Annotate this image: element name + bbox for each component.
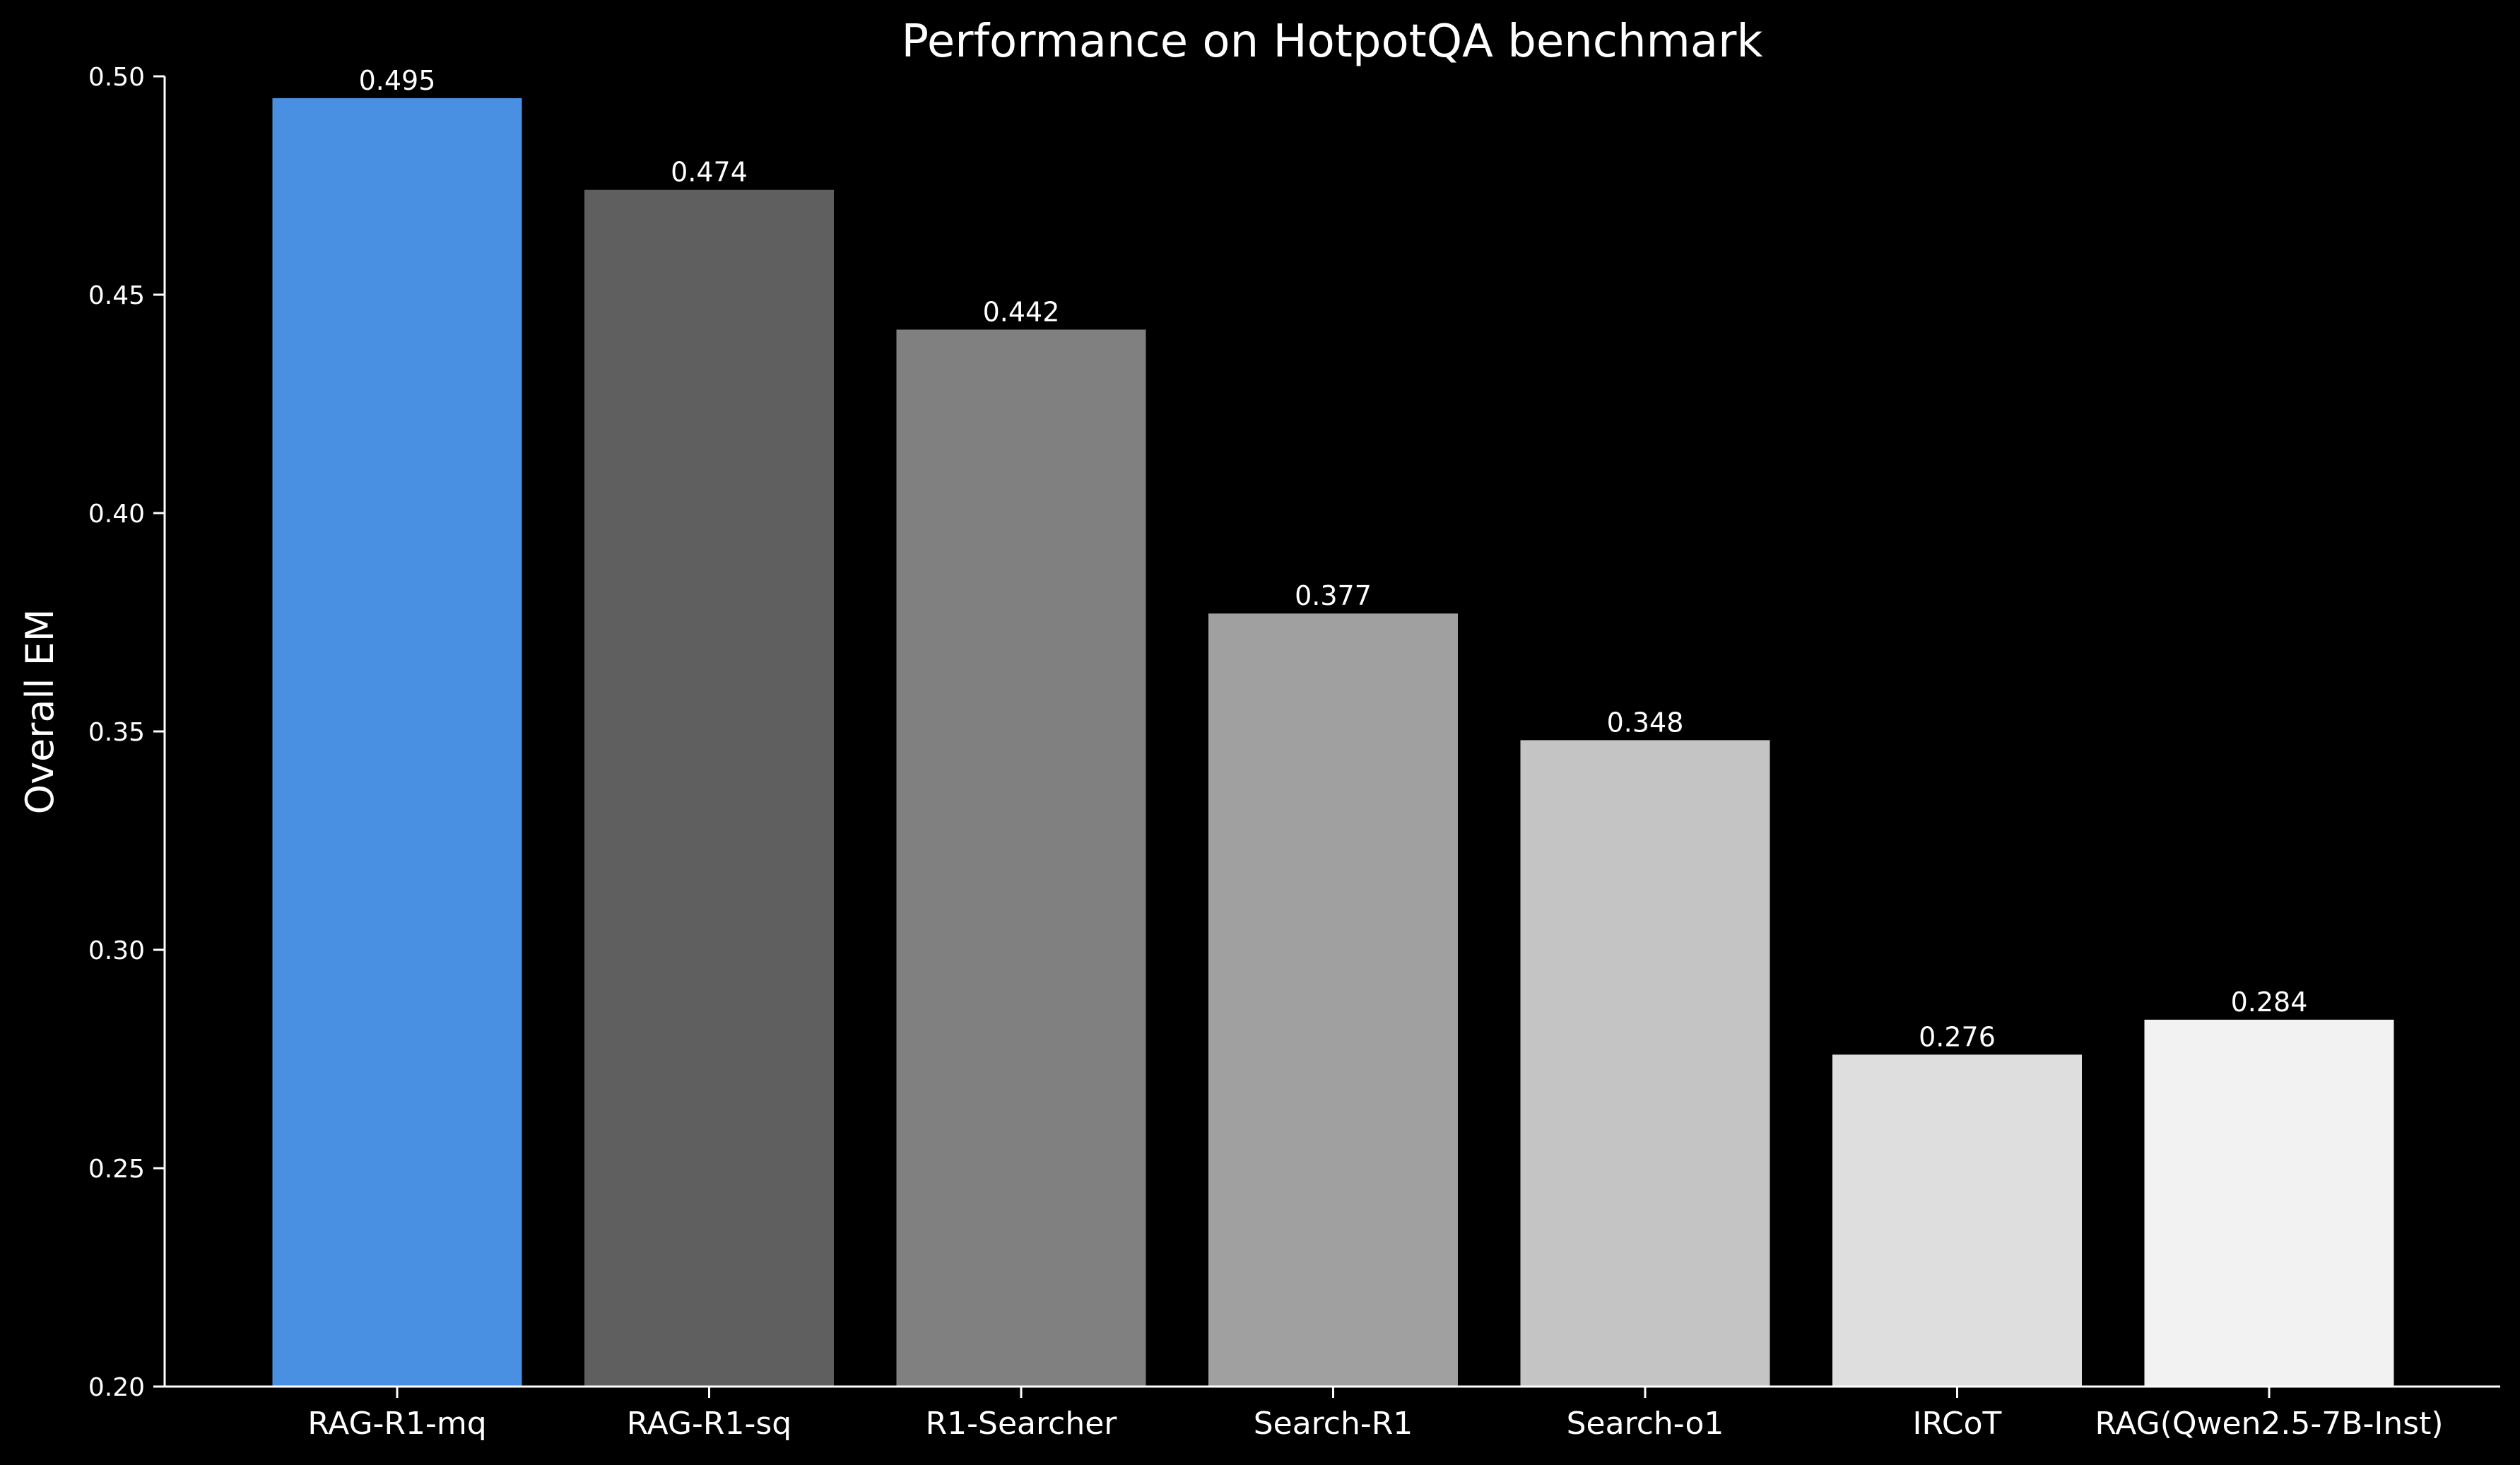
y-tick-label-2: 0.25: [88, 1155, 145, 1184]
data-label-4: 0.377: [1295, 580, 1372, 611]
y-ticks: 0.20 0.25 0.30 0.35 0.40 0.45 0.50: [88, 63, 165, 1402]
x-tick-label-4: Search-R1: [1254, 1406, 1413, 1442]
x-ticks: RAG-R1-mq RAG-R1-sq R1-Searcher Search-R1 Se…: [307, 1387, 2444, 1442]
x-tick-label-5: Search-o1: [1567, 1406, 1724, 1442]
data-label-5: 0.348: [1607, 707, 1684, 738]
x-tick-label-2: RAG-R1-sq: [627, 1406, 791, 1442]
bar-5: [1520, 740, 1770, 1387]
bar-2: [584, 189, 834, 1387]
data-label-3: 0.442: [983, 296, 1060, 327]
x-tick-label-3: R1-Searcher: [926, 1406, 1118, 1442]
data-labels: 0.495 0.474 0.442 0.377 0.348 0.276 0.284: [359, 65, 2308, 1052]
chart-title: Performance on HotpotQA benchmark: [902, 16, 1763, 68]
x-tick-label-7: RAG(Qwen2.5-7B-Inst): [2095, 1406, 2443, 1442]
y-tick-label-5: 0.40: [88, 500, 145, 529]
y-tick-label-4: 0.35: [88, 718, 145, 747]
y-tick-label-1: 0.20: [88, 1373, 145, 1402]
bars-layer: [272, 98, 2394, 1387]
x-tick-label-1: RAG-R1-mq: [307, 1406, 486, 1442]
y-axis-label: Overall EM: [18, 609, 62, 815]
data-label-1: 0.495: [359, 65, 436, 96]
bar-6: [1832, 1054, 2082, 1387]
data-label-2: 0.474: [671, 157, 748, 188]
data-label-6: 0.276: [1919, 1021, 1996, 1052]
bar-3: [896, 329, 1146, 1387]
data-label-7: 0.284: [2231, 987, 2308, 1018]
bar-1: [272, 98, 522, 1387]
y-tick-label-6: 0.45: [88, 281, 145, 310]
y-tick-label-3: 0.30: [88, 936, 145, 965]
bar-4: [1208, 613, 1458, 1387]
y-tick-label-7: 0.50: [88, 63, 145, 92]
x-tick-label-6: IRCoT: [1913, 1406, 2002, 1442]
bar-7: [2144, 1019, 2394, 1387]
